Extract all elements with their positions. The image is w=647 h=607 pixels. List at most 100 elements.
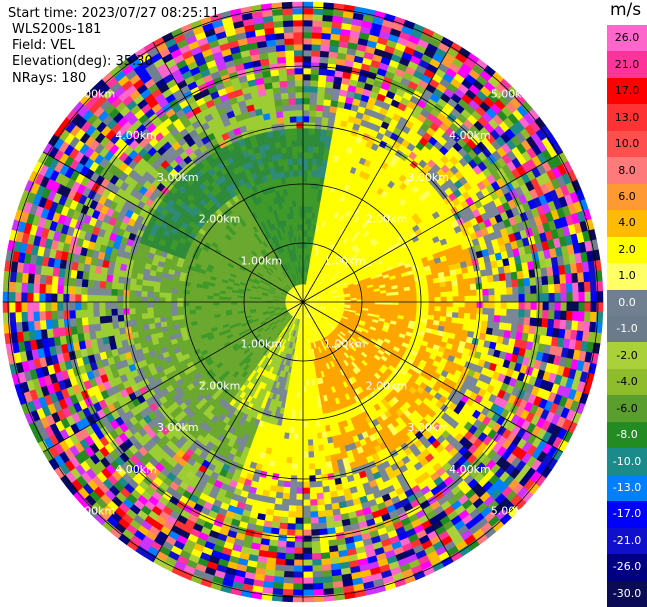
- velocity-gate-cell: [296, 217, 301, 225]
- velocity-gate-cell: [318, 456, 326, 464]
- velocity-gate-cell: [404, 294, 412, 299]
- velocity-gate-cell: [433, 287, 442, 294]
- velocity-gate-cell: [422, 301, 430, 307]
- velocity-gate-cell: [293, 175, 300, 183]
- velocity-gate-cell: [307, 145, 315, 153]
- velocity-gate-cell: [135, 312, 143, 320]
- velocity-gate-cell: [288, 163, 295, 172]
- velocity-gate-cell: [293, 163, 299, 171]
- velocity-gate-cell: [313, 140, 321, 148]
- velocity-gate-cell: [302, 385, 307, 393]
- velocity-gate-cell: [293, 427, 299, 435]
- velocity-gate-cell: [463, 312, 471, 320]
- velocity-gate-cell: [140, 307, 148, 314]
- velocity-gate-cell: [307, 157, 314, 165]
- velocity-gate-cell: [313, 462, 321, 470]
- velocity-gate-cell: [280, 146, 288, 154]
- velocity-gate-cell: [298, 427, 304, 435]
- velocity-gate-cell: [307, 451, 315, 459]
- velocity-gate-cell: [280, 140, 288, 148]
- velocity-gate-cell: [446, 306, 454, 313]
- velocity-gate-cell: [291, 457, 298, 465]
- velocity-gate-cell: [307, 151, 314, 159]
- velocity-gate-cell: [295, 199, 300, 207]
- velocity-gate-cell: [295, 193, 300, 201]
- velocity-gate-cell: [302, 457, 310, 465]
- velocity-gate-cell: [311, 426, 318, 435]
- velocity-gate-cell: [285, 462, 293, 470]
- velocity-gate-cell: [312, 438, 319, 446]
- velocity-gate-cell: [464, 301, 472, 309]
- velocity-gate-cell: [176, 305, 184, 312]
- velocity-gate-cell: [302, 397, 307, 405]
- velocity-gate-cell: [176, 301, 184, 307]
- velocity-gate-cell: [164, 310, 173, 317]
- velocity-gate-cell: [302, 175, 308, 183]
- velocity-gate-cell: [296, 457, 304, 465]
- velocity-gate-cell: [308, 139, 315, 147]
- velocity-gate-cell: [164, 296, 172, 303]
- velocity-gate-cell: [302, 181, 308, 189]
- velocity-gate-cell: [164, 301, 172, 308]
- velocity-gate-cell: [302, 163, 309, 171]
- velocity-gate-cell: [307, 445, 314, 453]
- velocity-gate-cell: [297, 151, 304, 159]
- velocity-gate-cell: [463, 284, 471, 292]
- velocity-gate-cell: [134, 301, 142, 309]
- velocity-gate-cell: [410, 301, 418, 307]
- velocity-gate-cell: [182, 297, 190, 303]
- velocity-gate-cell: [416, 305, 424, 311]
- velocity-gate-cell: [293, 433, 299, 441]
- velocity-gate-cell: [312, 444, 320, 452]
- velocity-gate-cell: [141, 312, 149, 320]
- velocity-gate-cell: [294, 181, 300, 189]
- velocity-gate-cell: [458, 290, 466, 297]
- velocity-gate-cell: [440, 306, 448, 313]
- velocity-gate-cell: [298, 193, 304, 201]
- velocity-gate-cell: [433, 282, 441, 289]
- velocity-gate-cell: [434, 306, 442, 312]
- velocity-gate-cell: [302, 373, 307, 381]
- velocity-gate-cell: [291, 139, 298, 147]
- velocity-gate-cell: [298, 409, 304, 417]
- velocity-gate-cell: [302, 421, 308, 429]
- velocity-gate-cell: [296, 211, 301, 219]
- velocity-gate-cell: [310, 415, 316, 423]
- velocity-gate-cell: [439, 286, 447, 293]
- velocity-gate-cell: [158, 306, 166, 313]
- velocity-gate-cell: [463, 278, 471, 286]
- velocity-gate-cell: [141, 284, 149, 292]
- velocity-gate-cell: [410, 293, 418, 299]
- velocity-gate-cell: [286, 450, 293, 458]
- velocity-gate-cell: [416, 297, 424, 303]
- velocity-gate-cell: [164, 306, 172, 312]
- velocity-gate-cell: [313, 456, 321, 464]
- velocity-gate-cell: [307, 433, 313, 441]
- velocity-gate-cell: [306, 415, 312, 423]
- velocity-gate-cell: [305, 385, 310, 393]
- velocity-gate-cell: [292, 439, 299, 447]
- velocity-gate-cell: [146, 290, 154, 298]
- velocity-gate-cell: [458, 295, 466, 303]
- velocity-gate-cell: [298, 187, 304, 195]
- velocity-gate-cell: [283, 164, 290, 172]
- velocity-gate-cell: [428, 297, 436, 303]
- velocity-gate-cell: [206, 301, 214, 306]
- velocity-gate-cell: [297, 163, 304, 171]
- velocity-gate-cell: [308, 457, 315, 465]
- velocity-gate-cell: [307, 439, 314, 447]
- velocity-gate-cell: [302, 451, 309, 459]
- velocity-gate-cell: [416, 289, 424, 295]
- velocity-gate-cell: [302, 133, 310, 141]
- velocity-gate-cell: [302, 439, 309, 447]
- velocity-gate-cell: [464, 307, 472, 315]
- velocity-gate-cell: [302, 145, 309, 153]
- velocity-gate-cell: [140, 295, 148, 303]
- velocity-gate-cell: [422, 297, 430, 303]
- velocity-gate-cell: [302, 379, 307, 387]
- velocity-gate-cell: [200, 301, 208, 306]
- velocity-gate-cell: [464, 295, 472, 303]
- velocity-gate-cell: [306, 421, 313, 429]
- velocity-gate-cell: [386, 298, 394, 303]
